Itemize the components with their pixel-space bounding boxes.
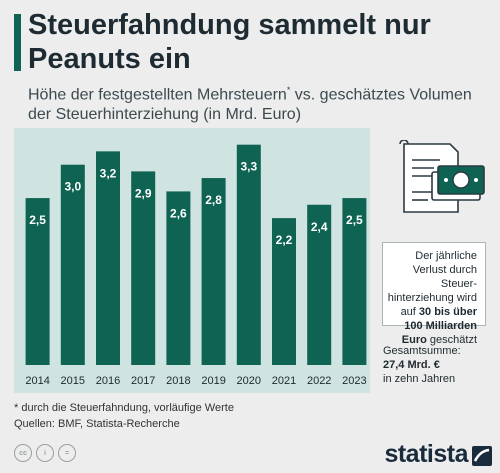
x-tick-label-2019: 2019	[201, 375, 225, 387]
x-tick-label-2020: 2020	[237, 375, 261, 387]
statista-logo-icon[interactable]	[472, 446, 492, 466]
bar-2016	[96, 151, 120, 365]
total-note: in zehn Jahren	[383, 373, 456, 385]
subtitle-main: Höhe der festgestellten Mehrsteuern	[28, 86, 287, 104]
bar-2017	[131, 171, 156, 365]
x-tick-label-2022: 2022	[307, 375, 331, 387]
callout-text-bold: 30 bis über 100 Milliarden Euro	[401, 306, 477, 346]
license-icons: cc i =	[14, 444, 76, 462]
total-summary: Gesamtsumme: 27,4 Mrd. € in zehn Jahren	[383, 344, 487, 386]
x-tick-label-2021: 2021	[272, 375, 296, 387]
callout-text-end: geschätzt	[426, 334, 477, 346]
footnote: * durch die Steuerfahndung, vorläufige W…	[14, 402, 234, 414]
callout-text-start: Der jährliche Verlust durch Steuer-hinte…	[387, 250, 477, 318]
x-tick-label-2016: 2016	[96, 375, 120, 387]
by-icon[interactable]: i	[36, 444, 54, 462]
subtitle-rest: vs. geschätztes Volumen der Steuerhinter…	[28, 86, 472, 124]
x-tick-label-2014: 2014	[25, 375, 49, 387]
x-tick-label-2017: 2017	[131, 375, 155, 387]
value-label-2022: 2,4	[311, 220, 328, 234]
bar-2015	[60, 164, 85, 365]
cc-icon[interactable]: cc	[14, 444, 32, 462]
statista-logo[interactable]: statista	[384, 440, 468, 468]
value-label-2023: 2,5	[346, 213, 363, 227]
value-label-2021: 2,2	[276, 233, 293, 247]
bar-2019	[201, 178, 226, 365]
subtitle: Höhe der festgestellten Mehrsteuern* vs.…	[28, 80, 478, 125]
title-accent-bar	[14, 14, 21, 71]
value-label-2016: 3,2	[100, 166, 117, 180]
value-label-2018: 2,6	[170, 206, 187, 220]
x-tick-label-2018: 2018	[166, 375, 190, 387]
value-label-2017: 2,9	[135, 186, 152, 200]
chart-plot-area: 2,5 2014 3,0 2015 3,2 2016 2,9 2017 2,6 2018 2,8 20…	[14, 128, 370, 393]
value-label-2014: 2,5	[29, 213, 46, 227]
value-label-2019: 2,8	[205, 193, 222, 207]
page-title: Steuerfahndung sammelt nur Peanuts ein	[28, 9, 431, 75]
value-label-2020: 3,3	[240, 160, 257, 174]
x-tick-label-2015: 2015	[61, 375, 85, 387]
bar-2023	[342, 198, 367, 365]
bar-2021	[272, 218, 296, 365]
nd-icon[interactable]: =	[58, 444, 76, 462]
x-tick-label-2023: 2023	[342, 375, 366, 387]
bar-chart: 2,5 2014 3,0 2015 3,2 2016 2,9 2017 2,6 2018 2,8 20…	[25, 144, 367, 387]
bar-2022	[307, 204, 332, 365]
subtitle-asterisk: *	[286, 85, 291, 95]
sources: Quellen: BMF, Statista-Recherche	[14, 418, 180, 430]
total-label: Gesamtsumme:	[383, 345, 461, 357]
total-amount: 27,4 Mrd. €	[383, 359, 440, 371]
callout-box: Der jährliche Verlust durch Steuer-hinte…	[382, 242, 486, 346]
bar-2018	[166, 191, 191, 365]
bar-2020	[236, 144, 261, 365]
value-label-2015: 3,0	[64, 180, 81, 194]
document-money-icon	[399, 140, 485, 213]
bar-2014	[25, 198, 50, 365]
